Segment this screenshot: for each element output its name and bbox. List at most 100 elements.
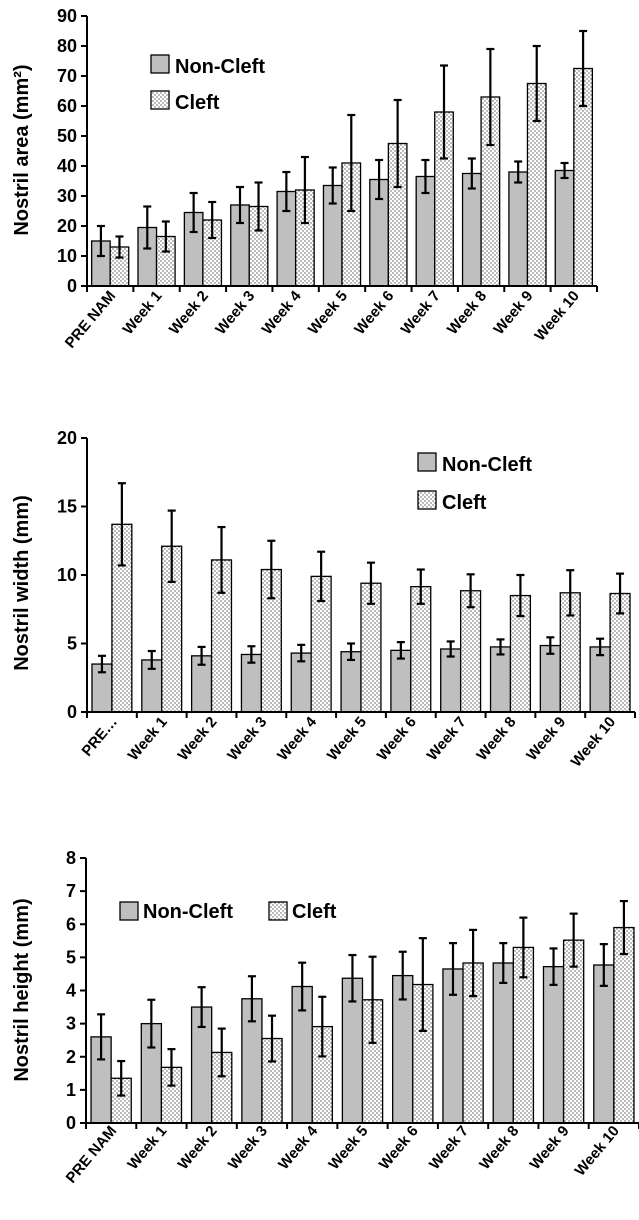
y-tick-label: 7 — [66, 881, 76, 901]
category-label: Week 10 — [571, 1123, 622, 1180]
legend-item: Cleft — [268, 901, 337, 923]
error-bar — [396, 641, 405, 660]
category-label: Week 5 — [305, 288, 351, 338]
error-bar — [514, 160, 523, 184]
category-label: Week 1 — [120, 288, 166, 338]
error-bar — [418, 937, 427, 1033]
error-bar — [566, 569, 575, 617]
error-bar — [393, 98, 402, 189]
y-tick-label: 10 — [57, 565, 77, 585]
y-tick-label: 2 — [66, 1047, 76, 1067]
category-label: Week 7 — [426, 1123, 472, 1173]
category-label: Week 3 — [224, 714, 270, 764]
y-tick-label: 70 — [57, 66, 77, 86]
legend-item: Cleft — [150, 90, 220, 114]
error-bar — [317, 550, 326, 603]
non-cleft-bar — [554, 169, 575, 287]
error-bar — [217, 1027, 226, 1078]
y-axis-label: Nostril area (mm²) — [11, 64, 33, 235]
error-bar — [619, 899, 628, 956]
error-bar — [569, 912, 578, 968]
error-bar — [469, 928, 478, 998]
legend-item: Non-Cleft — [417, 452, 532, 476]
error-bar — [197, 986, 206, 1029]
y-tick-label: 80 — [57, 36, 77, 56]
category-label: Week 2 — [166, 288, 212, 338]
error-bar — [167, 1048, 176, 1087]
category-label: Week 8 — [476, 1123, 522, 1173]
non-cleft-bar — [508, 171, 529, 287]
error-bar — [549, 947, 558, 986]
category-label: Week 4 — [274, 713, 320, 764]
error-bar — [117, 482, 126, 567]
error-bar — [375, 158, 384, 201]
error-bar — [143, 205, 152, 250]
category-label: Week 8 — [444, 288, 490, 338]
error-bar — [318, 995, 327, 1058]
error-bar — [421, 158, 430, 195]
y-tick-label: 3 — [66, 1014, 76, 1034]
legend-label: Non-Cleft — [442, 454, 532, 476]
error-bar — [347, 642, 356, 662]
y-tick-label: 20 — [57, 216, 77, 236]
cleft-legend-swatch — [150, 90, 170, 110]
legend-label: Non-Cleft — [175, 56, 265, 78]
cleft-legend-swatch — [268, 901, 288, 921]
non-cleft-bar — [589, 646, 611, 713]
y-tick-label: 60 — [57, 96, 77, 116]
error-bar — [267, 539, 276, 600]
cleft-legend-swatch — [417, 490, 437, 510]
non-cleft-legend-swatch — [150, 54, 170, 74]
error-bar — [560, 161, 569, 180]
y-tick-label: 20 — [57, 428, 77, 448]
error-bar — [167, 509, 176, 583]
error-bar — [486, 47, 495, 147]
error-bar — [532, 44, 541, 123]
error-bar — [348, 953, 357, 1003]
y-tick-label: 50 — [57, 126, 77, 146]
error-bar — [467, 157, 476, 190]
error-bar — [247, 975, 256, 1023]
error-bar — [366, 561, 375, 605]
non-cleft-legend-swatch — [119, 901, 139, 921]
non-cleft-bar — [593, 964, 615, 1124]
category-label: Week 7 — [424, 714, 470, 764]
error-bar — [499, 942, 508, 984]
error-bar — [254, 181, 263, 232]
cleft-bar — [459, 590, 482, 713]
error-bar — [161, 220, 170, 253]
y-tick-label: 40 — [57, 156, 77, 176]
category-label: Week 8 — [473, 714, 519, 764]
error-bar — [197, 645, 206, 666]
y-tick-label: 8 — [66, 848, 76, 868]
cleft-bar — [410, 585, 432, 713]
y-tick-label: 30 — [57, 186, 77, 206]
legend-label: Cleft — [442, 492, 487, 514]
error-bar — [217, 525, 226, 594]
non-cleft-bar — [492, 962, 514, 1124]
error-bar — [416, 568, 425, 605]
error-bar — [147, 998, 156, 1049]
category-label: PRE NAM — [62, 288, 119, 352]
category-label: Week 9 — [523, 714, 569, 764]
error-bar — [446, 640, 455, 658]
category-label: Week 7 — [398, 288, 444, 338]
y-tick-label: 5 — [66, 947, 76, 967]
error-bar — [282, 170, 291, 213]
error-bar — [596, 637, 605, 657]
error-bar — [599, 943, 608, 987]
y-tick-label: 0 — [66, 1113, 76, 1133]
y-tick-label: 1 — [66, 1080, 76, 1100]
error-bar — [398, 950, 407, 1001]
category-label: Week 5 — [324, 714, 370, 764]
category-label: Week 6 — [351, 288, 397, 338]
category-label: Week 10 — [568, 714, 619, 771]
non-cleft-bar — [539, 644, 561, 713]
category-label: Week 1 — [124, 1123, 170, 1173]
error-bar — [189, 191, 198, 234]
error-bar — [247, 645, 256, 664]
category-label: Week 2 — [175, 714, 221, 764]
error-bar — [546, 636, 555, 655]
